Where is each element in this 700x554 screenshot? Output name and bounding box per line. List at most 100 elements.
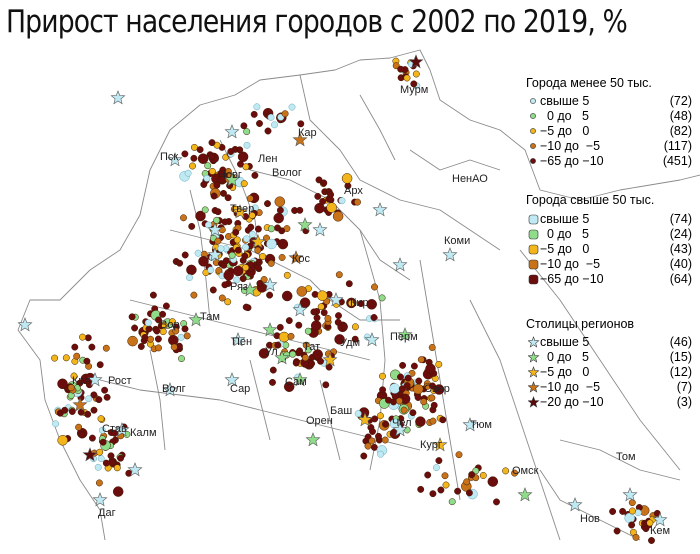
legend-row: −5 до 0 (43) <box>528 242 698 256</box>
city-marker <box>181 150 189 158</box>
region-label: Тюм <box>470 419 492 431</box>
capital-star <box>224 372 240 387</box>
city-marker <box>258 348 270 359</box>
city-marker <box>52 420 60 428</box>
city-marker <box>357 300 365 308</box>
city-marker <box>201 206 209 214</box>
region-border <box>249 169 411 281</box>
city-marker <box>208 139 216 147</box>
legend-section-title: Столицы регионов <box>526 317 635 331</box>
legend-count: (64) <box>669 272 692 286</box>
city-marker <box>103 393 111 401</box>
city-marker <box>237 151 249 163</box>
city-marker <box>324 314 332 322</box>
city-marker <box>296 206 304 214</box>
city-marker <box>112 486 124 497</box>
legend-count: (3) <box>676 395 692 409</box>
city-marker <box>334 318 342 326</box>
city-marker <box>154 335 162 343</box>
city-marker <box>295 321 303 329</box>
city-marker <box>310 320 322 331</box>
city-marker <box>341 173 353 184</box>
city-marker <box>210 192 218 200</box>
capital-star <box>292 372 308 387</box>
capital-star <box>232 204 248 219</box>
city-marker <box>234 246 242 254</box>
city-marker <box>218 176 226 184</box>
city-marker <box>403 382 411 390</box>
city-marker <box>264 127 272 135</box>
city-marker <box>479 472 487 479</box>
city-marker <box>267 225 275 233</box>
city-marker <box>274 341 282 349</box>
city-marker <box>382 420 389 428</box>
capital-star <box>372 202 388 217</box>
city-marker <box>221 218 229 226</box>
city-marker <box>232 265 244 277</box>
city-marker <box>243 235 251 243</box>
region-border <box>189 189 211 321</box>
capital-star <box>242 282 258 297</box>
city-marker <box>285 317 293 325</box>
city-marker <box>370 443 378 451</box>
circle-icon <box>530 143 536 149</box>
city-marker <box>95 479 103 487</box>
city-marker <box>283 381 295 392</box>
city-marker <box>288 103 296 111</box>
legend-count: (451) <box>662 154 692 168</box>
city-marker <box>61 406 69 414</box>
legend-label: −10 до −5 <box>540 257 601 271</box>
city-marker <box>338 197 346 205</box>
region-label: Удм <box>340 337 360 349</box>
city-marker <box>628 507 636 515</box>
city-marker <box>296 286 308 297</box>
city-marker <box>243 141 251 149</box>
city-marker <box>85 395 93 403</box>
capital-star <box>364 332 380 347</box>
legend-row: 0 до 5 (48) <box>528 109 698 123</box>
region-label: Перм <box>390 331 418 343</box>
legend-label: 0 до 5 <box>540 109 589 123</box>
city-marker <box>415 377 423 385</box>
legend-label: свыше 5 <box>540 212 590 226</box>
capital-star <box>297 217 313 232</box>
city-marker <box>198 256 209 267</box>
city-marker <box>214 237 222 245</box>
city-marker <box>371 415 379 423</box>
city-marker <box>88 343 96 351</box>
legend-row: 0 до 5 (15) <box>528 350 698 364</box>
city-marker <box>78 431 86 439</box>
region-label: Кос <box>292 253 311 265</box>
legend-count: (7) <box>676 380 692 394</box>
circle-icon <box>530 113 536 119</box>
capital-star <box>87 372 103 387</box>
city-marker <box>448 498 456 506</box>
legend-label: −10 до −5 <box>540 139 601 153</box>
city-marker <box>111 429 119 437</box>
city-marker <box>243 128 251 136</box>
star-icon <box>528 381 540 393</box>
capital-star <box>392 257 408 272</box>
city-marker <box>159 310 167 318</box>
city-marker <box>435 360 443 368</box>
square-icon <box>528 244 539 255</box>
city-markers <box>17 54 668 544</box>
city-marker <box>190 154 198 162</box>
city-marker <box>428 344 436 351</box>
city-marker <box>463 478 471 486</box>
city-marker <box>222 257 230 265</box>
capital-star <box>72 397 88 412</box>
capital-star <box>357 412 373 427</box>
region-label: Сам <box>285 376 307 388</box>
city-marker <box>340 323 348 331</box>
legend-section-title: Города менее 50 тыс. <box>526 76 652 90</box>
capital-star <box>408 54 424 69</box>
city-marker <box>79 333 86 341</box>
city-marker <box>487 476 499 487</box>
city-marker <box>414 394 422 401</box>
city-marker <box>369 428 376 435</box>
city-marker <box>277 238 289 250</box>
city-marker <box>429 490 437 498</box>
star-icon <box>528 366 540 378</box>
city-marker <box>326 202 337 213</box>
